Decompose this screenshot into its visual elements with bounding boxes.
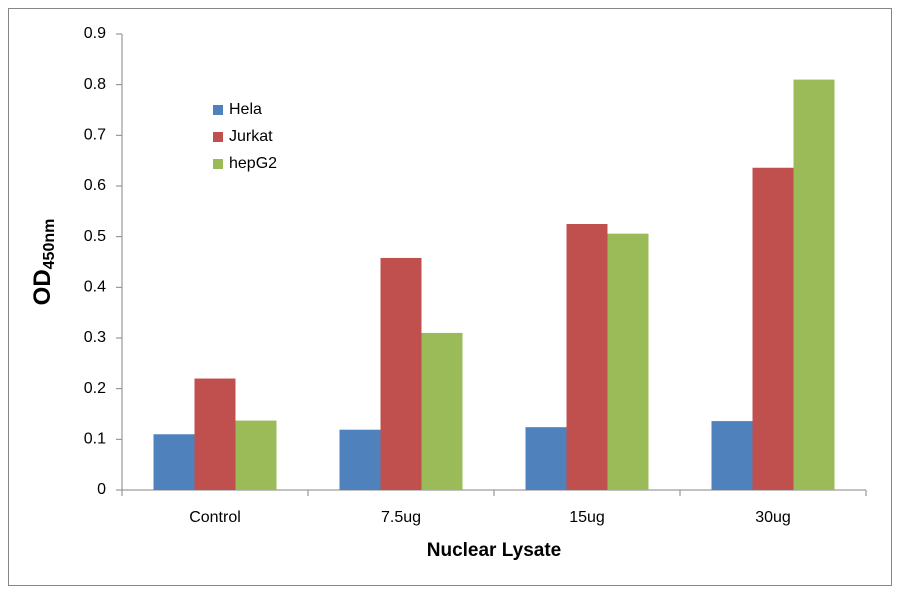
bar — [153, 434, 195, 490]
bar — [421, 332, 463, 490]
bar — [235, 420, 277, 490]
bar — [380, 257, 422, 490]
bar — [752, 167, 794, 490]
bar — [607, 233, 649, 491]
y-tick-label: 0.3 — [84, 329, 106, 346]
y-tick-label: 0.9 — [84, 25, 106, 42]
bar — [793, 79, 835, 490]
bar — [525, 427, 567, 490]
x-tick-label: 7.5ug — [381, 509, 421, 526]
y-tick-label: 0.6 — [84, 177, 106, 194]
y-tick-label: 0.8 — [84, 76, 106, 93]
legend-swatch — [213, 132, 223, 142]
y-axis-label-subscript: 450nm — [41, 219, 58, 270]
y-tick-label: 0.5 — [84, 228, 106, 245]
legend-label: Jurkat — [229, 128, 273, 145]
y-tick-label: 0.7 — [84, 127, 106, 144]
y-tick-label: 0.2 — [84, 380, 106, 397]
x-tick-label: Control — [189, 509, 241, 526]
x-tick-label: 15ug — [569, 509, 605, 526]
legend-label: hepG2 — [229, 155, 277, 172]
y-axis-label: OD450nm — [29, 219, 58, 306]
y-tick-label: 0 — [97, 481, 106, 498]
bar — [339, 429, 381, 490]
y-tick-label: 0.1 — [84, 431, 106, 448]
bar — [711, 421, 753, 490]
legend-label: Hela — [229, 101, 262, 118]
x-axis-label: Nuclear Lysate — [427, 540, 561, 561]
legend-swatch — [213, 105, 223, 115]
y-axis-label-main: OD — [29, 269, 56, 305]
legend-swatch — [213, 159, 223, 169]
bar — [194, 378, 236, 490]
y-tick-label: 0.4 — [84, 279, 106, 296]
bar — [566, 224, 608, 490]
x-tick-label: 30ug — [755, 509, 791, 526]
